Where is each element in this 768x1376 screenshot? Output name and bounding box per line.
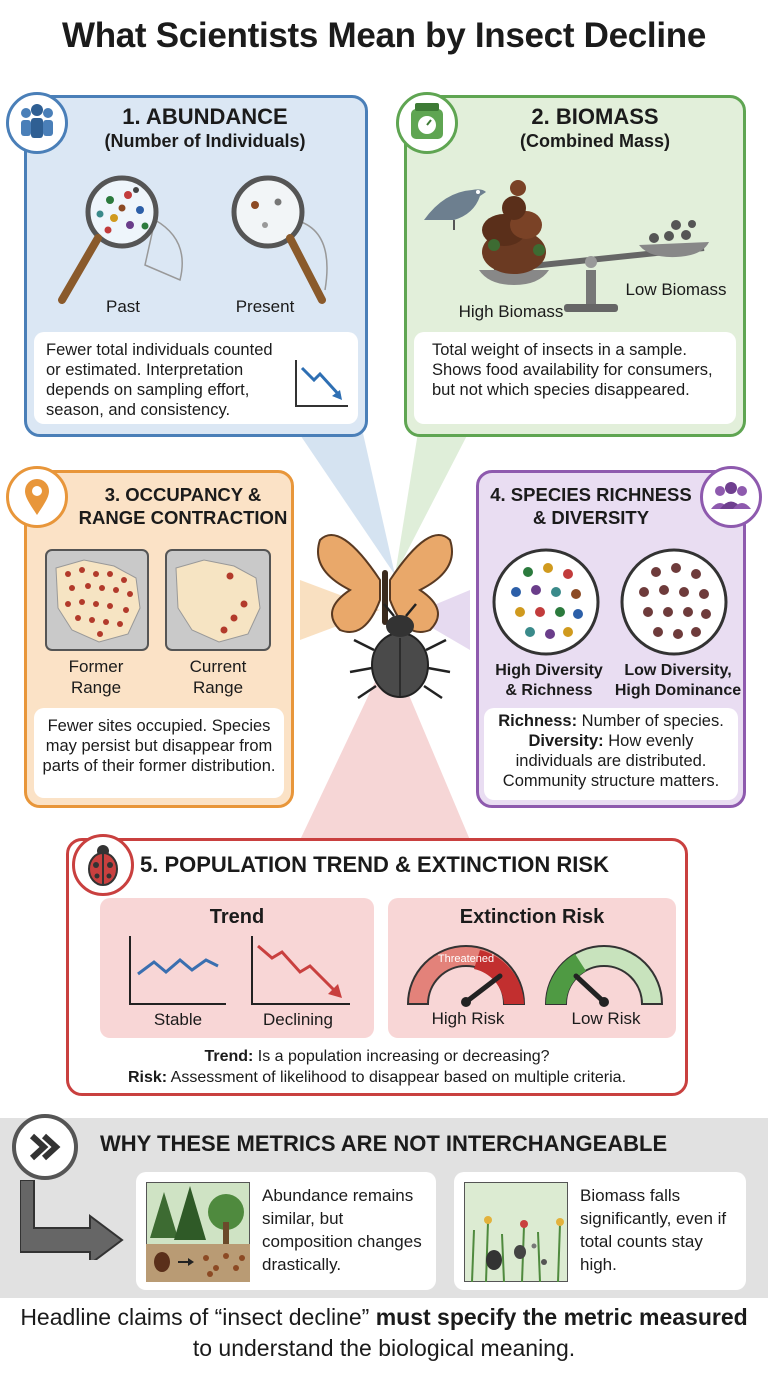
why-heading: WHY THESE METRICS ARE NOT INTERCHANGEABL… <box>100 1131 668 1156</box>
footer-part2: to understand the biological meaning. <box>192 1335 576 1361</box>
example2-text: Biomass falls significantly, even if tot… <box>580 1186 727 1274</box>
present-label: Present <box>235 297 295 316</box>
low-diversity-label-2: High Dominance <box>614 682 742 699</box>
low-risk-label: Low Risk <box>571 1009 641 1028</box>
decline-chart-icon <box>295 360 348 407</box>
people-icon <box>6 92 68 154</box>
richness-description: Richness: Number of species. Diversity: … <box>484 708 738 800</box>
biomass-subheading: (Combined Mass) <box>519 131 670 151</box>
stable-label: Stable <box>153 1010 203 1029</box>
footer-emphasis: must specify the metric measured <box>375 1304 748 1330</box>
footer-statement: Headline claims of “insect decline” must… <box>16 1302 752 1364</box>
risk-title: Extinction Risk <box>459 906 605 928</box>
meadow-illustration <box>464 1182 568 1282</box>
richness-extra: Community structure matters. <box>502 772 720 790</box>
diversity-definition: How evenly individuals are distributed. <box>515 732 707 770</box>
past-label: Past <box>105 297 141 316</box>
biomass-description: Total weight of insects in a sample. Sho… <box>414 332 736 424</box>
high-biomass-label: High Biomass <box>458 302 564 321</box>
butterfly-and-beetle-illustration <box>317 534 453 700</box>
abundance-description: Fewer total individuals counted or estim… <box>34 332 358 424</box>
richness-definition: Number of species. <box>577 712 724 730</box>
occupancy-heading-1: 3. OCCUPANCY & <box>104 484 262 505</box>
range-maps <box>45 549 271 651</box>
magnifier-illustration <box>58 175 328 304</box>
risk-gauges: Threatened <box>406 945 664 1007</box>
declining-label: Declining <box>263 1010 333 1029</box>
current-range-label-2: Range <box>192 678 244 697</box>
high-diversity-label-2: & Richness <box>505 682 593 699</box>
balance-scale-illustration <box>424 180 709 312</box>
abundance-subheading: (Number of Individuals) <box>104 131 306 151</box>
low-biomass-label: Low Biomass <box>625 280 727 299</box>
trend-term: Trend: <box>204 1048 254 1065</box>
biomass-heading: 2. BIOMASS <box>531 104 659 129</box>
bent-arrow <box>20 1180 124 1260</box>
occupancy-heading-2: RANGE CONTRACTION <box>78 507 288 528</box>
scale-icon <box>396 92 458 154</box>
trend-charts <box>129 936 350 1005</box>
example1-text: Abundance remains similar, but compositi… <box>262 1186 422 1274</box>
ladybug-icon <box>72 834 134 896</box>
double-chevron-icon <box>12 1114 78 1180</box>
forest-illustration <box>146 1182 250 1282</box>
trend-definition: Is a population increasing or decreasing… <box>253 1048 550 1065</box>
occupancy-description: Fewer sites occupied. Species may persis… <box>34 708 284 798</box>
former-range-label-1: Former <box>68 657 124 676</box>
footer-part1: Headline claims of “insect decline” <box>20 1304 376 1330</box>
high-diversity-label-1: High Diversity <box>495 662 603 679</box>
trend-definitions: Trend: Is a population increasing or dec… <box>72 1046 682 1088</box>
risk-definition: Assessment of likelihood to disappear ba… <box>167 1069 627 1086</box>
richness-heading-1: 4. SPECIES RICHNESS <box>490 484 692 505</box>
richness-heading-2: & DIVERSITY <box>532 507 650 528</box>
abundance-heading: 1. ABUNDANCE <box>122 104 288 129</box>
trend-title: Trend <box>209 906 265 928</box>
trend-heading: 5. POPULATION TREND & EXTINCTION RISK <box>140 852 609 877</box>
risk-term: Risk: <box>127 1069 168 1086</box>
richness-term: Richness: <box>498 712 578 730</box>
low-diversity-label-1: Low Diversity, <box>624 662 732 679</box>
former-range-label-2: Range <box>70 678 122 697</box>
diversity-circles <box>492 548 728 656</box>
diversity-term: Diversity: <box>528 732 604 750</box>
gauge-threatened-text: Threatened <box>438 953 494 965</box>
group-icon <box>700 466 762 528</box>
map-pin-icon <box>6 466 68 528</box>
current-range-label-1: Current <box>189 657 247 676</box>
page-title: What Scientists Mean by Insect Decline <box>61 16 707 55</box>
high-risk-label: High Risk <box>431 1009 505 1028</box>
